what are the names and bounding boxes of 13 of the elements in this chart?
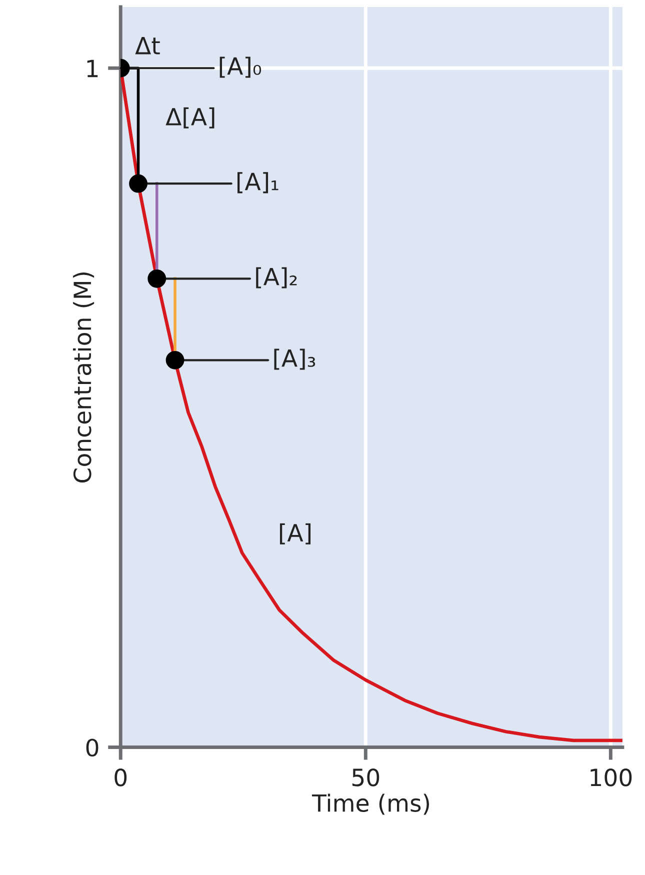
annotation: Δt [135, 37, 160, 54]
x-axis-title: Time (ms) [312, 794, 429, 815]
y-tick-label: 1 [87, 60, 98, 78]
x-tick-label: 0 [114, 768, 127, 786]
annotation: [A]₀ [220, 56, 262, 78]
x-tick-label: 50 [352, 768, 380, 786]
annotation: [A]₂ [256, 267, 297, 288]
annotation: Δ[A] [166, 107, 214, 128]
annotation: [A] [280, 523, 311, 544]
x-tick-label: 100 [590, 768, 632, 786]
annotation: [A]₃ [274, 348, 316, 370]
y-axis-title: Concentration (M) [73, 272, 94, 482]
annotation: [A]₁ [238, 172, 278, 194]
